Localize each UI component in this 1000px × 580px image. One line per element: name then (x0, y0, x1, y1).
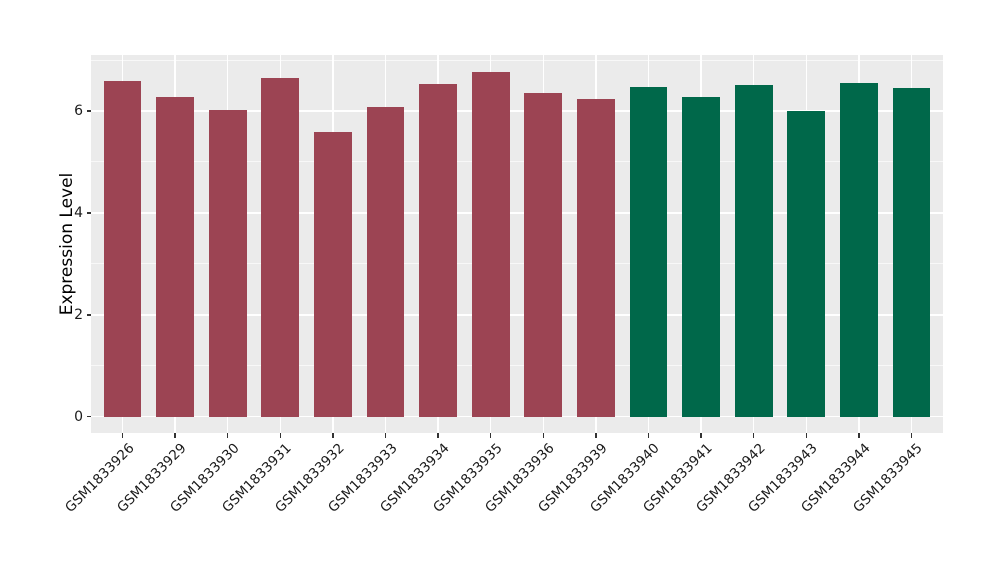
bar-GSM1833944 (839, 83, 878, 417)
y-axis-title: Expression Level (57, 172, 77, 316)
minor-gridline (91, 59, 943, 61)
bar-GSM1833934 (419, 83, 458, 417)
bar-GSM1833939 (576, 98, 615, 417)
major-gridline (91, 314, 943, 316)
bar-GSM1833940 (629, 86, 668, 417)
bar-GSM1833931 (261, 77, 300, 417)
x-tick-mark (700, 433, 702, 438)
major-gridline (91, 212, 943, 214)
bar-GSM1833935 (471, 72, 510, 417)
y-tick-mark (86, 314, 91, 316)
plot-area (91, 55, 943, 433)
x-tick-mark (910, 433, 913, 438)
x-tick-mark (279, 433, 282, 438)
y-tick-mark (86, 212, 91, 214)
bar-GSM1833926 (103, 81, 142, 417)
x-tick-mark (226, 433, 229, 438)
x-tick-mark (332, 433, 334, 438)
bar-GSM1833929 (156, 96, 195, 417)
x-tick-mark (542, 433, 545, 438)
x-tick-mark (595, 433, 597, 438)
bar-GSM1833945 (892, 87, 931, 417)
x-tick-mark (121, 433, 124, 438)
major-gridline (91, 415, 943, 418)
minor-gridline (91, 263, 943, 265)
y-tick-label: 6 (74, 103, 83, 120)
minor-gridline (91, 365, 943, 367)
bar-GSM1833941 (682, 97, 720, 417)
x-tick-mark (437, 433, 439, 438)
x-tick-mark (858, 433, 860, 438)
y-tick-label: 4 (74, 204, 83, 221)
bar-GSM1833930 (208, 110, 247, 417)
y-tick-label: 0 (74, 408, 83, 425)
x-tick-mark (384, 433, 387, 438)
major-gridline (91, 110, 943, 112)
y-tick-mark (86, 415, 91, 418)
bar-GSM1833942 (734, 84, 773, 417)
x-tick-mark (174, 433, 176, 438)
bar-GSM1833936 (524, 92, 563, 417)
bar-GSM1833933 (366, 107, 405, 417)
bar-GSM1833943 (787, 111, 826, 417)
bar-GSM1833932 (313, 131, 352, 417)
x-tick-mark (647, 433, 650, 438)
x-tick-mark (489, 433, 492, 438)
minor-gridline (91, 161, 943, 163)
x-tick-mark (805, 433, 807, 438)
y-tick-mark (86, 110, 91, 112)
y-tick-label: 2 (74, 306, 83, 323)
x-tick-mark (752, 433, 755, 438)
